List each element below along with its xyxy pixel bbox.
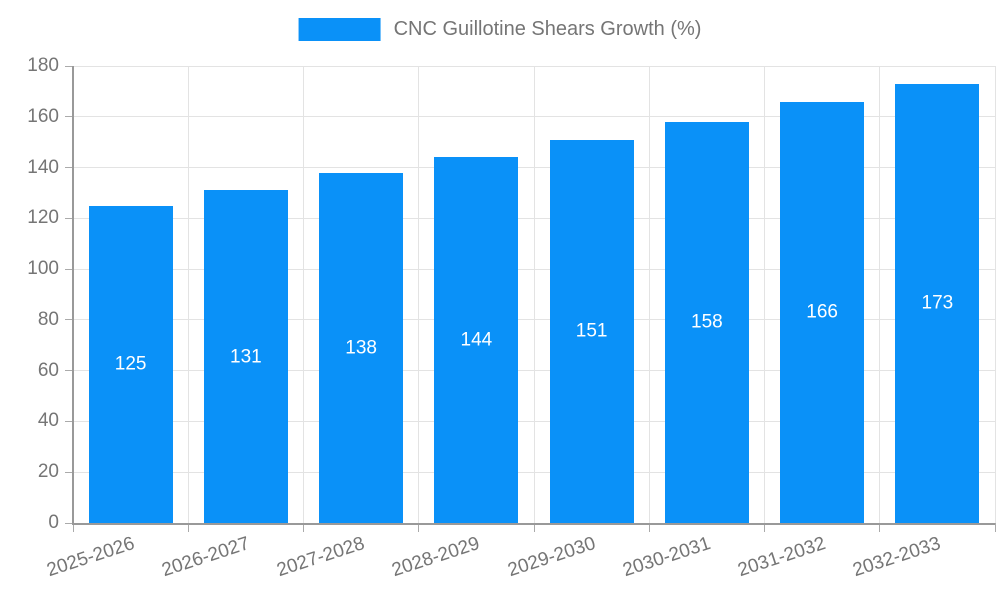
legend-label: CNC Guillotine Shears Growth (%) — [393, 18, 702, 40]
bar[interactable] — [780, 101, 865, 523]
bar-value-label: 158 — [691, 311, 723, 333]
x-tick-mark — [533, 523, 535, 532]
y-axis-label: 80 — [37, 308, 59, 330]
y-tick-mark — [65, 65, 73, 67]
x-tick-mark — [879, 523, 881, 532]
bar[interactable] — [203, 190, 288, 523]
y-axis-label: 120 — [27, 207, 59, 229]
x-tick-mark — [72, 523, 74, 532]
y-tick-mark — [65, 116, 73, 118]
y-axis-label: 100 — [27, 258, 59, 280]
gridline-vertical — [187, 66, 189, 523]
y-tick-mark — [65, 370, 73, 372]
bar-value-label: 173 — [921, 292, 954, 314]
x-tick-mark — [187, 523, 189, 532]
bar[interactable] — [895, 83, 980, 523]
y-axis-label: 40 — [37, 410, 59, 432]
gridline-vertical — [533, 66, 535, 523]
gridline-vertical — [418, 66, 420, 523]
bar-value-label: 131 — [230, 346, 262, 368]
y-axis-label: 180 — [27, 55, 59, 76]
y-tick-mark — [65, 217, 73, 219]
y-axis-label: 160 — [27, 105, 59, 127]
gridline-vertical — [303, 66, 304, 523]
gridline-vertical — [879, 66, 881, 523]
bar-value-label: 166 — [806, 301, 838, 323]
y-axis-label: 140 — [27, 156, 59, 178]
bar[interactable] — [664, 121, 749, 523]
x-tick-mark — [418, 523, 420, 532]
y-tick-mark — [65, 471, 73, 473]
bar-value-label: 151 — [575, 320, 608, 342]
y-tick-mark — [65, 420, 73, 422]
bar[interactable] — [88, 205, 173, 523]
legend[interactable]: CNC Guillotine Shears Growth (%) — [298, 18, 702, 41]
y-tick-mark — [65, 319, 73, 321]
bar[interactable] — [319, 172, 404, 523]
x-tick-mark — [994, 523, 996, 532]
y-tick-mark — [65, 522, 73, 524]
bar[interactable] — [434, 157, 519, 523]
legend-swatch-icon — [298, 18, 381, 41]
bar[interactable] — [549, 139, 634, 523]
y-axis-label: 20 — [37, 461, 59, 483]
bar-value-label: 138 — [345, 337, 377, 359]
x-axis-line — [72, 523, 995, 525]
gridline-vertical — [994, 66, 996, 523]
x-tick-mark — [303, 523, 304, 532]
y-tick-mark — [65, 167, 73, 169]
y-axis-label: 0 — [48, 512, 59, 533]
x-tick-mark — [648, 523, 650, 532]
bar-value-label: 125 — [114, 353, 147, 375]
y-axis-line — [72, 66, 74, 525]
y-axis-label: 60 — [37, 359, 59, 381]
x-tick-mark — [764, 523, 765, 532]
gridline-vertical — [764, 66, 765, 523]
gridline-vertical — [648, 66, 650, 523]
y-tick-mark — [65, 268, 73, 270]
bar-value-label: 144 — [460, 329, 493, 351]
